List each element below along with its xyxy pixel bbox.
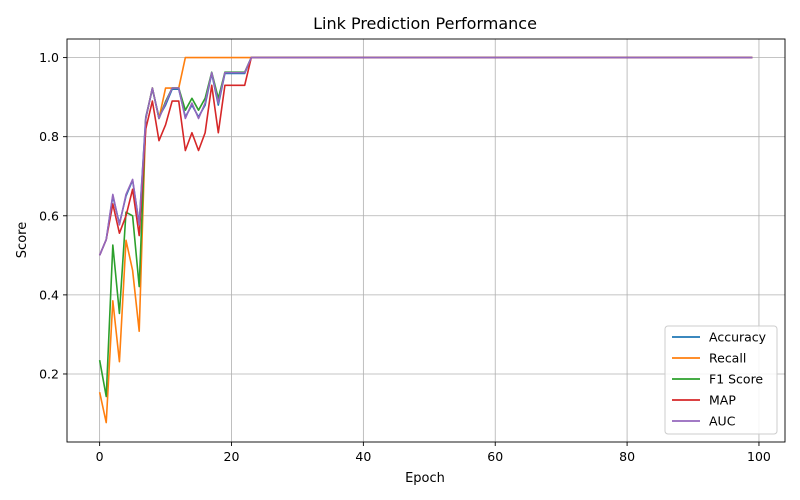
x-tick-label: 20 — [224, 449, 240, 464]
series-line-map — [98, 56, 753, 256]
x-tick-label: 60 — [487, 449, 503, 464]
x-tick-label: 100 — [747, 449, 771, 464]
y-tick-label: 0.4 — [39, 287, 59, 302]
x-axis-label: Epoch — [405, 471, 445, 486]
y-tick-label: 0.2 — [39, 366, 59, 381]
x-tick-label: 40 — [355, 449, 371, 464]
axis-ticks: 0 20 40 60 80 100 0.2 0.4 0.6 0.8 1.0 — [39, 50, 771, 464]
y-tick-label: 0.8 — [39, 129, 59, 144]
y-axis-label: Score — [15, 222, 30, 258]
x-tick-label: 80 — [619, 449, 635, 464]
y-tick-label: 0.6 — [39, 208, 59, 223]
legend-label-recall: Recall — [709, 351, 746, 366]
y-tick-label: 1.0 — [39, 50, 59, 65]
legend-label-accuracy: Accuracy — [709, 330, 767, 345]
legend-label-auc: AUC — [709, 414, 736, 429]
series-lines — [98, 56, 753, 424]
series-line-auc — [98, 56, 753, 256]
x-tick-label: 0 — [96, 449, 104, 464]
legend: Accuracy Recall F1 Score MAP AUC — [664, 325, 778, 435]
legend-label-f1-score: F1 Score — [709, 372, 763, 387]
legend-box — [664, 325, 778, 435]
plot-frame — [66, 38, 786, 443]
chart-title: Link Prediction Performance — [313, 14, 537, 33]
legend-label-map: MAP — [709, 393, 736, 408]
